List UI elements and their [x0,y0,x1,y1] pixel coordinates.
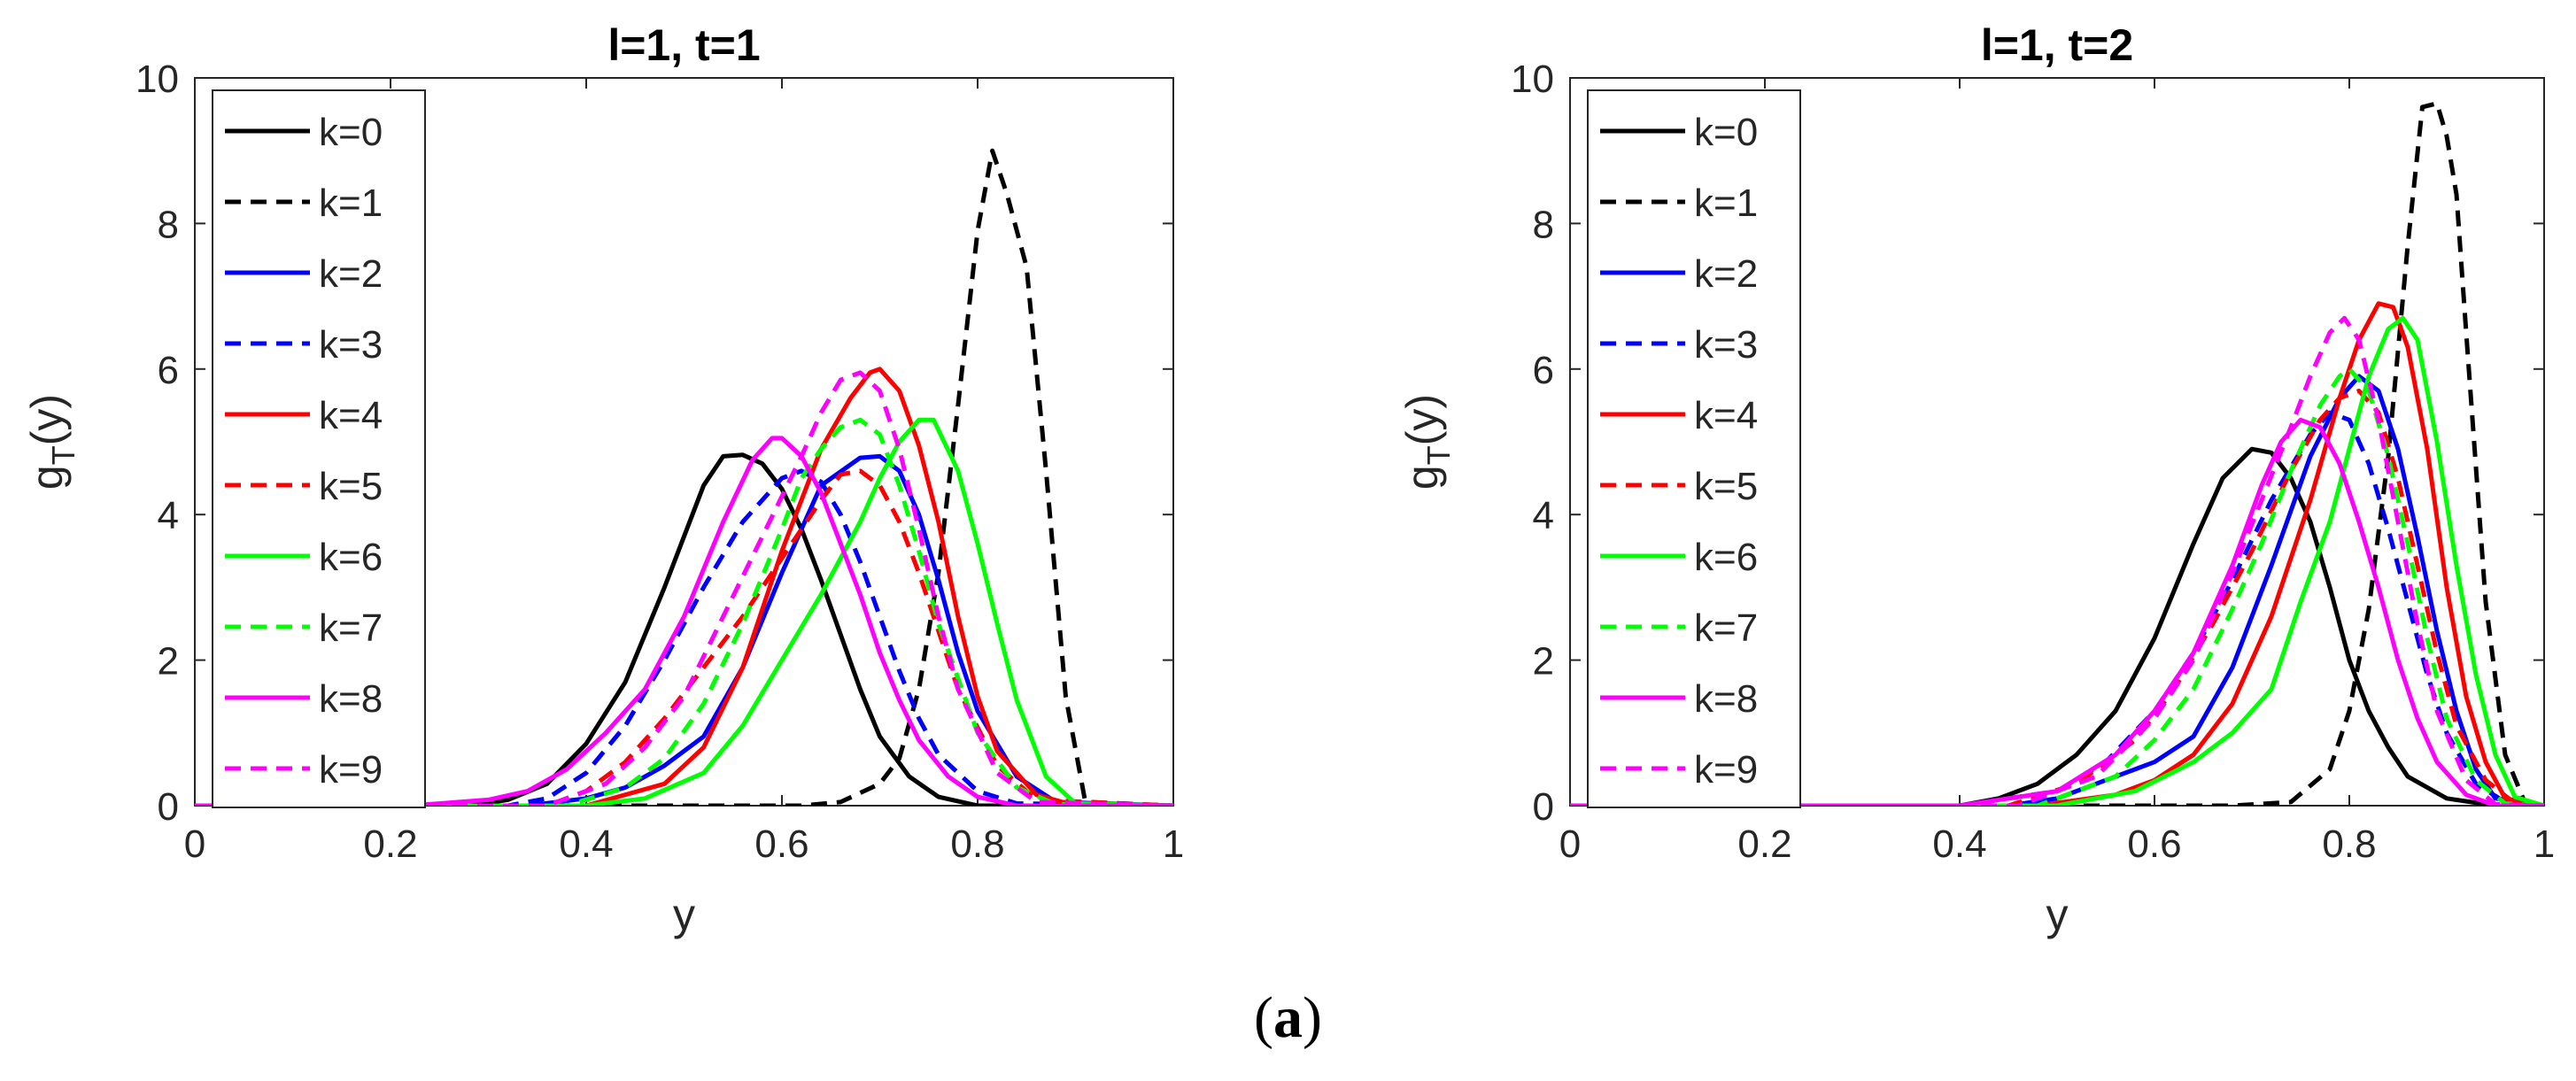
right-xtick-label: 0.4 [1932,822,1986,866]
left-y-axis-label-sub: T [45,445,81,465]
right-legend-label: k=5 [1694,465,1758,508]
right-series-k5 [1570,389,2544,806]
left-ytick-label: 2 [158,640,179,683]
left-x-axis-label: y [673,890,695,939]
left-xtick-label: 1 [1163,822,1184,866]
left-xtick-label: 0.2 [363,822,417,866]
caption-close: ) [1303,985,1322,1050]
right-legend-label: k=2 [1694,252,1758,296]
left-xtick-label: 0 [184,822,205,866]
right-ytick-label: 10 [1511,58,1554,101]
right-chart-title: l=1, t=2 [1981,20,2133,70]
right-ytick-label: 8 [1533,203,1554,246]
left-legend-label: k=4 [319,394,383,437]
left-series-k4 [195,367,1173,806]
left-series-k3 [195,468,1173,806]
left-series-k8 [195,436,1173,806]
right-series-k0 [1570,446,2544,806]
left-series-k6 [195,417,1173,806]
left-legend-label: k=9 [319,748,383,791]
right-ytick-label: 2 [1533,640,1554,683]
caption-label: a [1273,985,1303,1050]
left-series-group [195,148,1173,806]
right-legend-label: k=7 [1694,606,1758,650]
left-series-k2 [195,453,1173,806]
left-xtick-label: 0.4 [559,822,613,866]
left-y-axis-label-main: g [22,465,72,490]
right-ytick-label: 0 [1533,785,1554,829]
left-y-axis-label: gT(y) [22,394,81,490]
right-legend-label: k=8 [1694,677,1758,721]
caption-open: ( [1254,985,1273,1050]
left-legend-label: k=5 [319,465,383,508]
right-y-axis-label-main: g [1397,465,1447,490]
right-legend-label: k=9 [1694,748,1758,791]
right-xtick-label: 0.2 [1737,822,1791,866]
left-legend-label: k=3 [319,323,383,367]
right-series-k6 [1570,315,2544,806]
right-ytick-label: 4 [1533,494,1554,537]
right-ytick-label: 6 [1533,349,1554,392]
left-legend-label: k=1 [319,181,383,225]
figure-caption: (a) [0,984,2576,1052]
left-series-k9 [195,370,1173,806]
right-y-axis-label: gT(y) [1397,394,1457,490]
right-legend-box [1587,89,1801,808]
left-legend-label: k=7 [319,606,383,650]
left-ytick-label: 8 [158,203,179,246]
right-x-axis-label: y [2046,890,2069,939]
right-series-k7 [1570,367,2544,806]
right-legend: k=0 k=1 k=2 k=3 k=4 k=5 k=6 k=7 k=8 k=9 [1587,89,1801,808]
left-ytick-label: 4 [158,494,179,537]
right-xtick-label: 0 [1559,822,1581,866]
right-y-axis-label-sub: T [1420,445,1457,465]
right-xtick-label: 0.6 [2127,822,2181,866]
left-legend-label: k=6 [319,536,383,579]
left-legend-label: k=2 [319,252,383,296]
left-series-k1 [195,148,1173,806]
right-legend-label: k=6 [1694,536,1758,579]
right-series-group [1570,101,2544,806]
left-y-axis-label-tail: (y) [22,394,72,445]
left-legend-label: k=0 [319,111,383,154]
right-series-k8 [1570,417,2544,806]
right-legend-label: k=1 [1694,181,1758,225]
right-series-k1 [1570,101,2544,806]
right-xtick-label: 1 [2533,822,2555,866]
right-series-k9 [1570,315,2544,806]
left-legend-label: k=8 [319,677,383,721]
left-xtick-label: 0.8 [950,822,1004,866]
left-ytick-label: 10 [135,58,179,101]
left-ytick-label: 6 [158,349,179,392]
left-legend-box [212,89,426,808]
left-chart-title: l=1, t=1 [607,20,760,70]
right-xtick-label: 0.8 [2322,822,2376,866]
right-legend-label: k=0 [1694,111,1758,154]
right-legend-label: k=3 [1694,323,1758,367]
right-y-axis-label-tail: (y) [1397,394,1447,445]
right-legend-label: k=4 [1694,394,1758,437]
left-xtick-label: 0.6 [754,822,808,866]
left-ytick-label: 0 [158,785,179,829]
left-legend: k=0 k=1 k=2 k=3 k=4 k=5 k=6 k=7 k=8 k=9 [212,89,426,808]
